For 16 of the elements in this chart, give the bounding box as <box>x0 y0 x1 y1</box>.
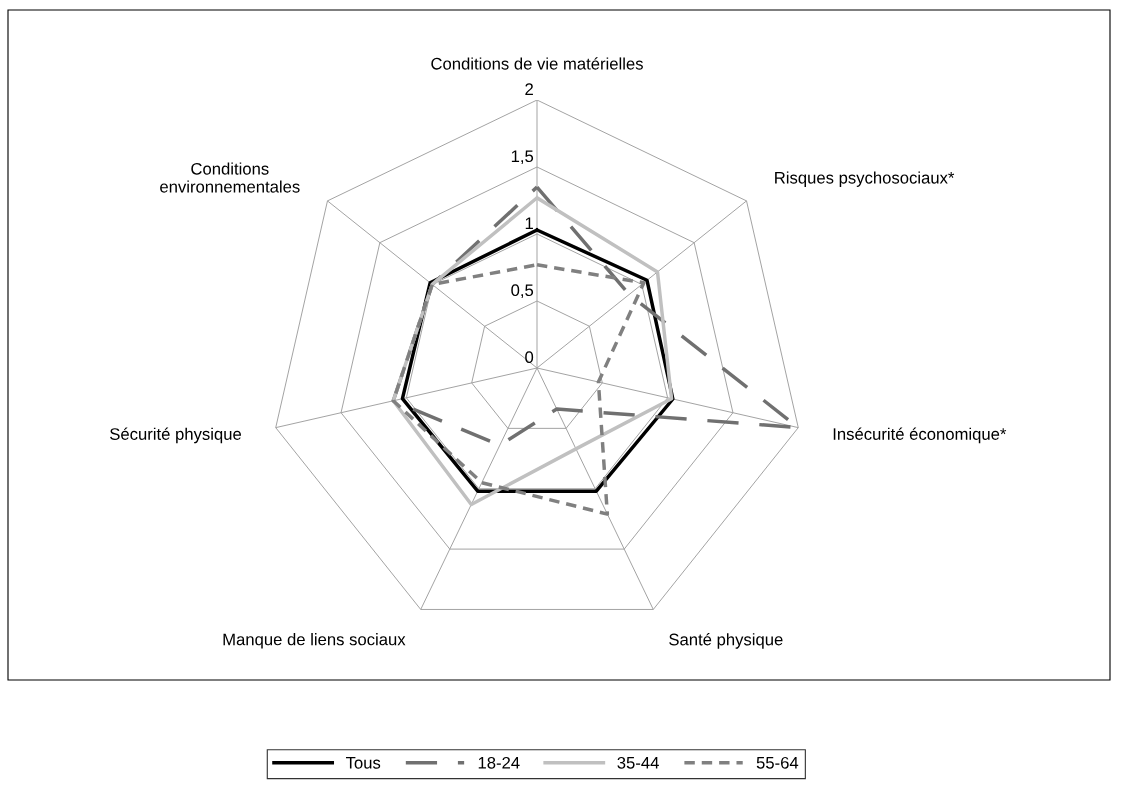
spoke-label: Sécurité physique <box>110 427 242 444</box>
spoke-label: Insécurité économique* <box>833 427 1007 444</box>
spoke-label: Manque de liens sociaux <box>223 633 406 649</box>
spoke-label: Santé physique <box>669 632 783 649</box>
legend-label: 55-64 <box>756 756 799 769</box>
spoke-label: Conditions environnementales <box>160 162 300 193</box>
y-tick-label: 1 <box>525 217 533 229</box>
legend-label: 35-44 <box>617 756 659 769</box>
y-tick-label: 0,5 <box>511 284 534 299</box>
spoke-label: Conditions de vie matérielles <box>431 57 643 70</box>
legend-label: 18-24 <box>478 756 520 769</box>
y-tick-label: 2 <box>525 83 533 95</box>
y-tick-label: 0 <box>525 351 534 364</box>
spoke-label: Risques psychosociaux* <box>775 171 955 187</box>
y-tick-label: 1,5 <box>511 150 534 165</box>
legend-label: Tous <box>345 757 381 769</box>
